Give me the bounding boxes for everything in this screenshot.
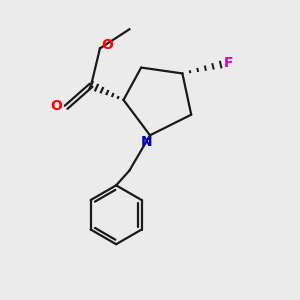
Text: N: N	[141, 135, 153, 149]
Text: O: O	[102, 38, 113, 52]
Text: O: O	[51, 99, 63, 113]
Text: F: F	[224, 56, 234, 70]
